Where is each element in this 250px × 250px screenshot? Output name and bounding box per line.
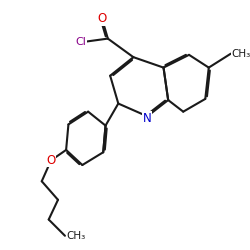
Text: N: N (143, 112, 152, 125)
Text: CH₃: CH₃ (66, 231, 85, 241)
Text: O: O (46, 154, 56, 167)
Text: Cl: Cl (76, 37, 86, 47)
Text: O: O (98, 12, 107, 26)
Text: CH₃: CH₃ (231, 49, 250, 59)
